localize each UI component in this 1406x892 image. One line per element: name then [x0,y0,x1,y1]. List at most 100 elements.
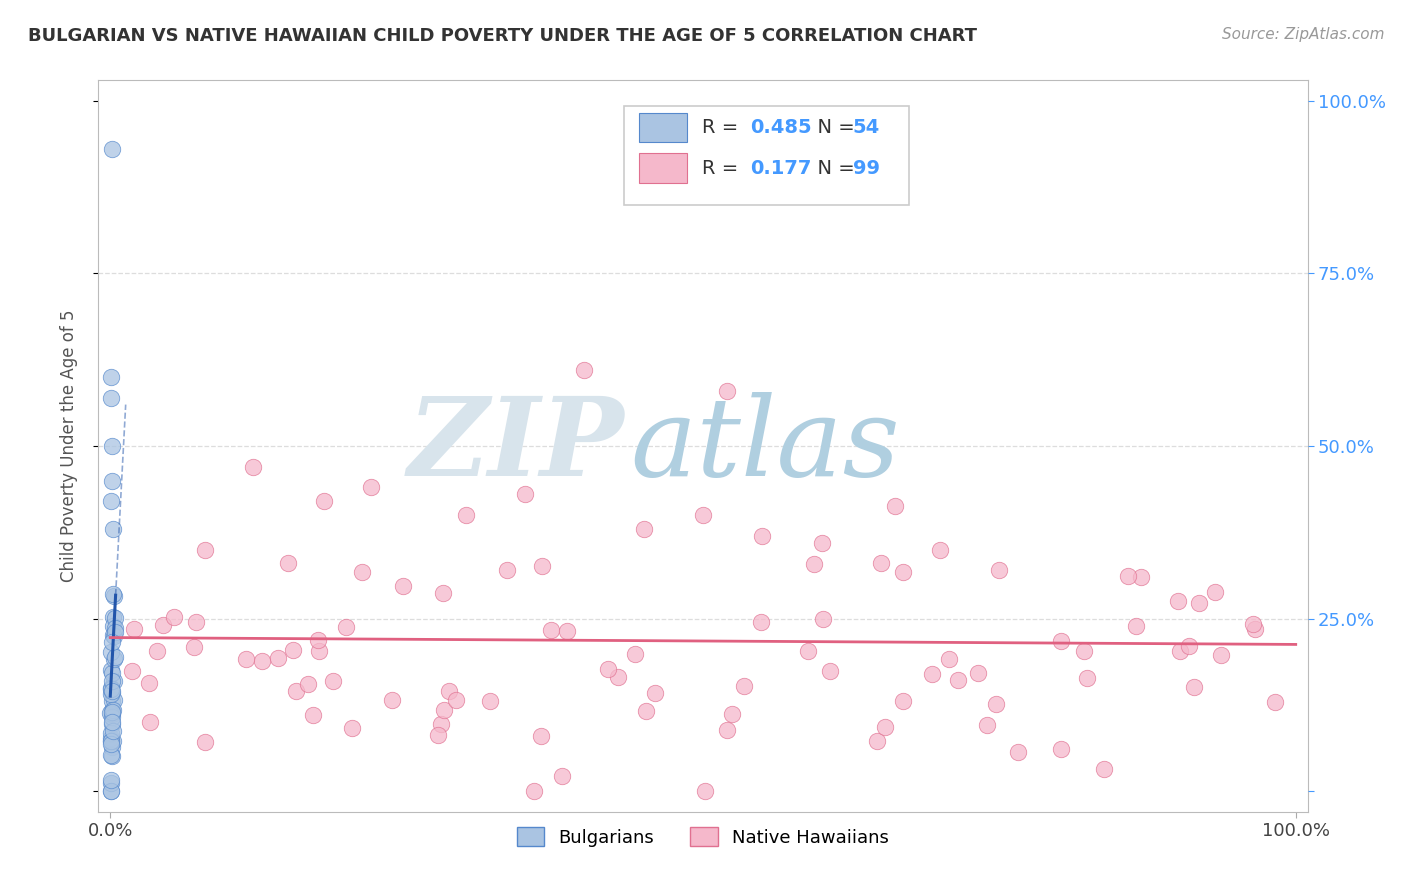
Point [929,542,952,557]
Point [101,715,124,730]
Text: Source: ZipAtlas.com: Source: ZipAtlas.com [1222,27,1385,42]
Text: BULGARIAN VS NATIVE HAWAIIAN CHILD POVERTY UNDER THE AGE OF 5 CORRELATION CHART: BULGARIAN VS NATIVE HAWAIIAN CHILD POVER… [28,27,977,45]
Point [297,677,319,691]
Point [938,652,960,666]
Point [104,621,127,635]
Bar [638,113,688,143]
Point [1241,617,1264,632]
Point [893,565,915,579]
Point [433,703,456,717]
Point [716,384,738,398]
Point [1204,584,1226,599]
Point [1211,648,1233,663]
Point [733,679,755,693]
Point [496,563,519,577]
Point [813,612,835,626]
Point [322,674,344,689]
Point [1049,634,1071,648]
Point [100,784,122,798]
Point [307,632,329,647]
Point [121,664,143,678]
Point [302,707,325,722]
Point [444,693,467,707]
Text: 0.177: 0.177 [751,159,811,178]
Point [1092,762,1115,776]
Point [1178,640,1201,654]
Point [101,142,124,156]
Point [100,706,122,721]
Point [1244,622,1267,636]
Point [101,705,124,719]
Point [820,664,842,678]
Point [596,662,619,676]
Point [100,772,122,787]
Point [101,706,124,721]
Point [1118,569,1140,583]
Point [100,439,122,453]
Point [101,587,124,601]
Point [100,688,122,702]
Text: R =: R = [702,119,744,137]
Point [1125,619,1147,633]
Point [235,652,257,666]
Point [803,558,825,572]
Point [810,535,832,549]
Point [101,619,124,633]
Point [100,748,122,763]
Point [194,735,217,749]
Point [104,625,127,640]
Point [1049,742,1071,756]
Text: ZIP: ZIP [408,392,624,500]
Point [100,665,122,680]
Point [252,654,274,668]
Point [607,670,630,684]
Point [1168,643,1191,657]
Point [624,648,647,662]
Point [1167,594,1189,608]
Text: 99: 99 [853,159,880,178]
Point [479,694,502,708]
Point [751,529,773,543]
Point [515,487,537,501]
Point [104,611,127,625]
Point [100,681,122,696]
Point [101,609,124,624]
Y-axis label: Child Poverty Under the Age of 5: Child Poverty Under the Age of 5 [59,310,77,582]
Point [976,718,998,732]
Point [183,640,205,654]
Point [124,623,146,637]
Legend: Bulgarians, Native Hawaiians: Bulgarians, Native Hawaiians [510,820,896,854]
Point [101,474,124,488]
Point [891,694,914,708]
Point [426,728,449,742]
Point [277,557,299,571]
Point [633,522,655,536]
Point [720,706,742,721]
Point [984,697,1007,711]
Point [967,666,990,681]
Point [100,391,122,405]
Point [146,643,169,657]
Point [101,684,124,698]
Point [429,717,451,731]
Point [138,676,160,690]
Point [100,731,122,745]
Text: N =: N = [804,119,860,137]
Point [1073,643,1095,657]
FancyBboxPatch shape [624,106,908,204]
Point [523,784,546,798]
Point [103,703,125,717]
Point [693,784,716,798]
Point [308,644,330,658]
Point [797,644,820,658]
Point [100,681,122,695]
Point [312,494,335,508]
Point [100,370,122,384]
Point [883,499,905,513]
Point [360,480,382,494]
Point [100,733,122,747]
Point [100,784,122,798]
Point [749,615,772,629]
Point [540,623,562,637]
Point [692,508,714,522]
